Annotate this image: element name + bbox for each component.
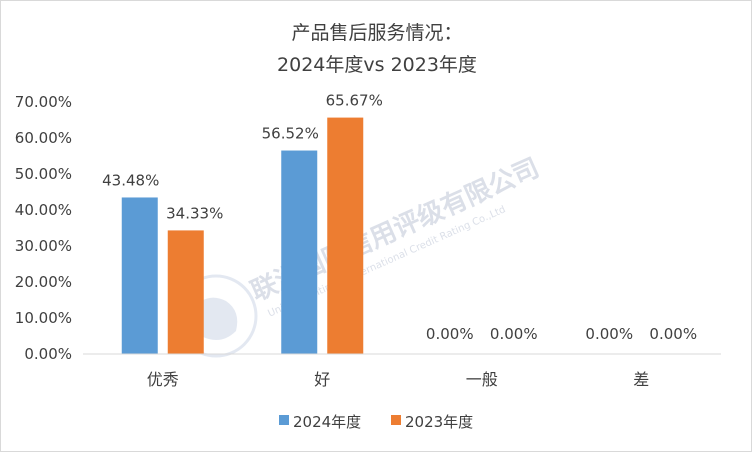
data-label: 65.67% [326, 92, 383, 110]
y-tick-label: 10.00% [15, 309, 72, 327]
y-tick-label: 60.00% [15, 129, 72, 147]
x-axis: 优秀 好 一般 差 [147, 370, 650, 389]
category-label: 好 [314, 370, 330, 389]
legend-swatch-2023 [391, 415, 401, 425]
y-axis: 0.00% 10.00% 20.00% 30.00% 40.00% 50.00% 60.00… [15, 93, 72, 363]
data-label: 0.00% [490, 325, 538, 343]
chart-title-line1: 产品售后服务情况： [291, 22, 462, 44]
y-tick-label: 70.00% [15, 93, 72, 111]
legend-swatch-2024 [279, 415, 289, 425]
data-label: 34.33% [166, 204, 223, 222]
legend-label-2024: 2024年度 [293, 413, 361, 431]
y-tick-label: 50.00% [15, 165, 72, 183]
data-labels: 43.48% 34.33% 56.52% 65.67% 0.00% 0.00% 0.00% 0… [102, 92, 697, 343]
y-tick-label: 20.00% [15, 273, 72, 291]
data-label: 56.52% [262, 125, 319, 143]
legend: 2024年度 2023年度 [279, 413, 473, 431]
category-label: 优秀 [147, 370, 179, 389]
bars [121, 117, 364, 354]
y-tick-label: 0.00% [24, 345, 72, 363]
data-label: 0.00% [426, 325, 474, 343]
data-label: 0.00% [585, 325, 633, 343]
category-label: 差 [633, 370, 649, 389]
y-tick-label: 30.00% [15, 237, 72, 255]
y-tick-label: 40.00% [15, 201, 72, 219]
chart-title-line2: 2024年度vs 2023年度 [277, 54, 477, 76]
data-label: 0.00% [649, 325, 697, 343]
bar-2024 [281, 150, 318, 354]
bar-2023 [327, 117, 364, 354]
legend-label-2023: 2023年度 [405, 413, 473, 431]
bar-2023 [167, 230, 204, 354]
category-label: 一般 [466, 370, 498, 389]
data-label: 43.48% [102, 171, 159, 189]
bar-2024 [121, 197, 158, 354]
